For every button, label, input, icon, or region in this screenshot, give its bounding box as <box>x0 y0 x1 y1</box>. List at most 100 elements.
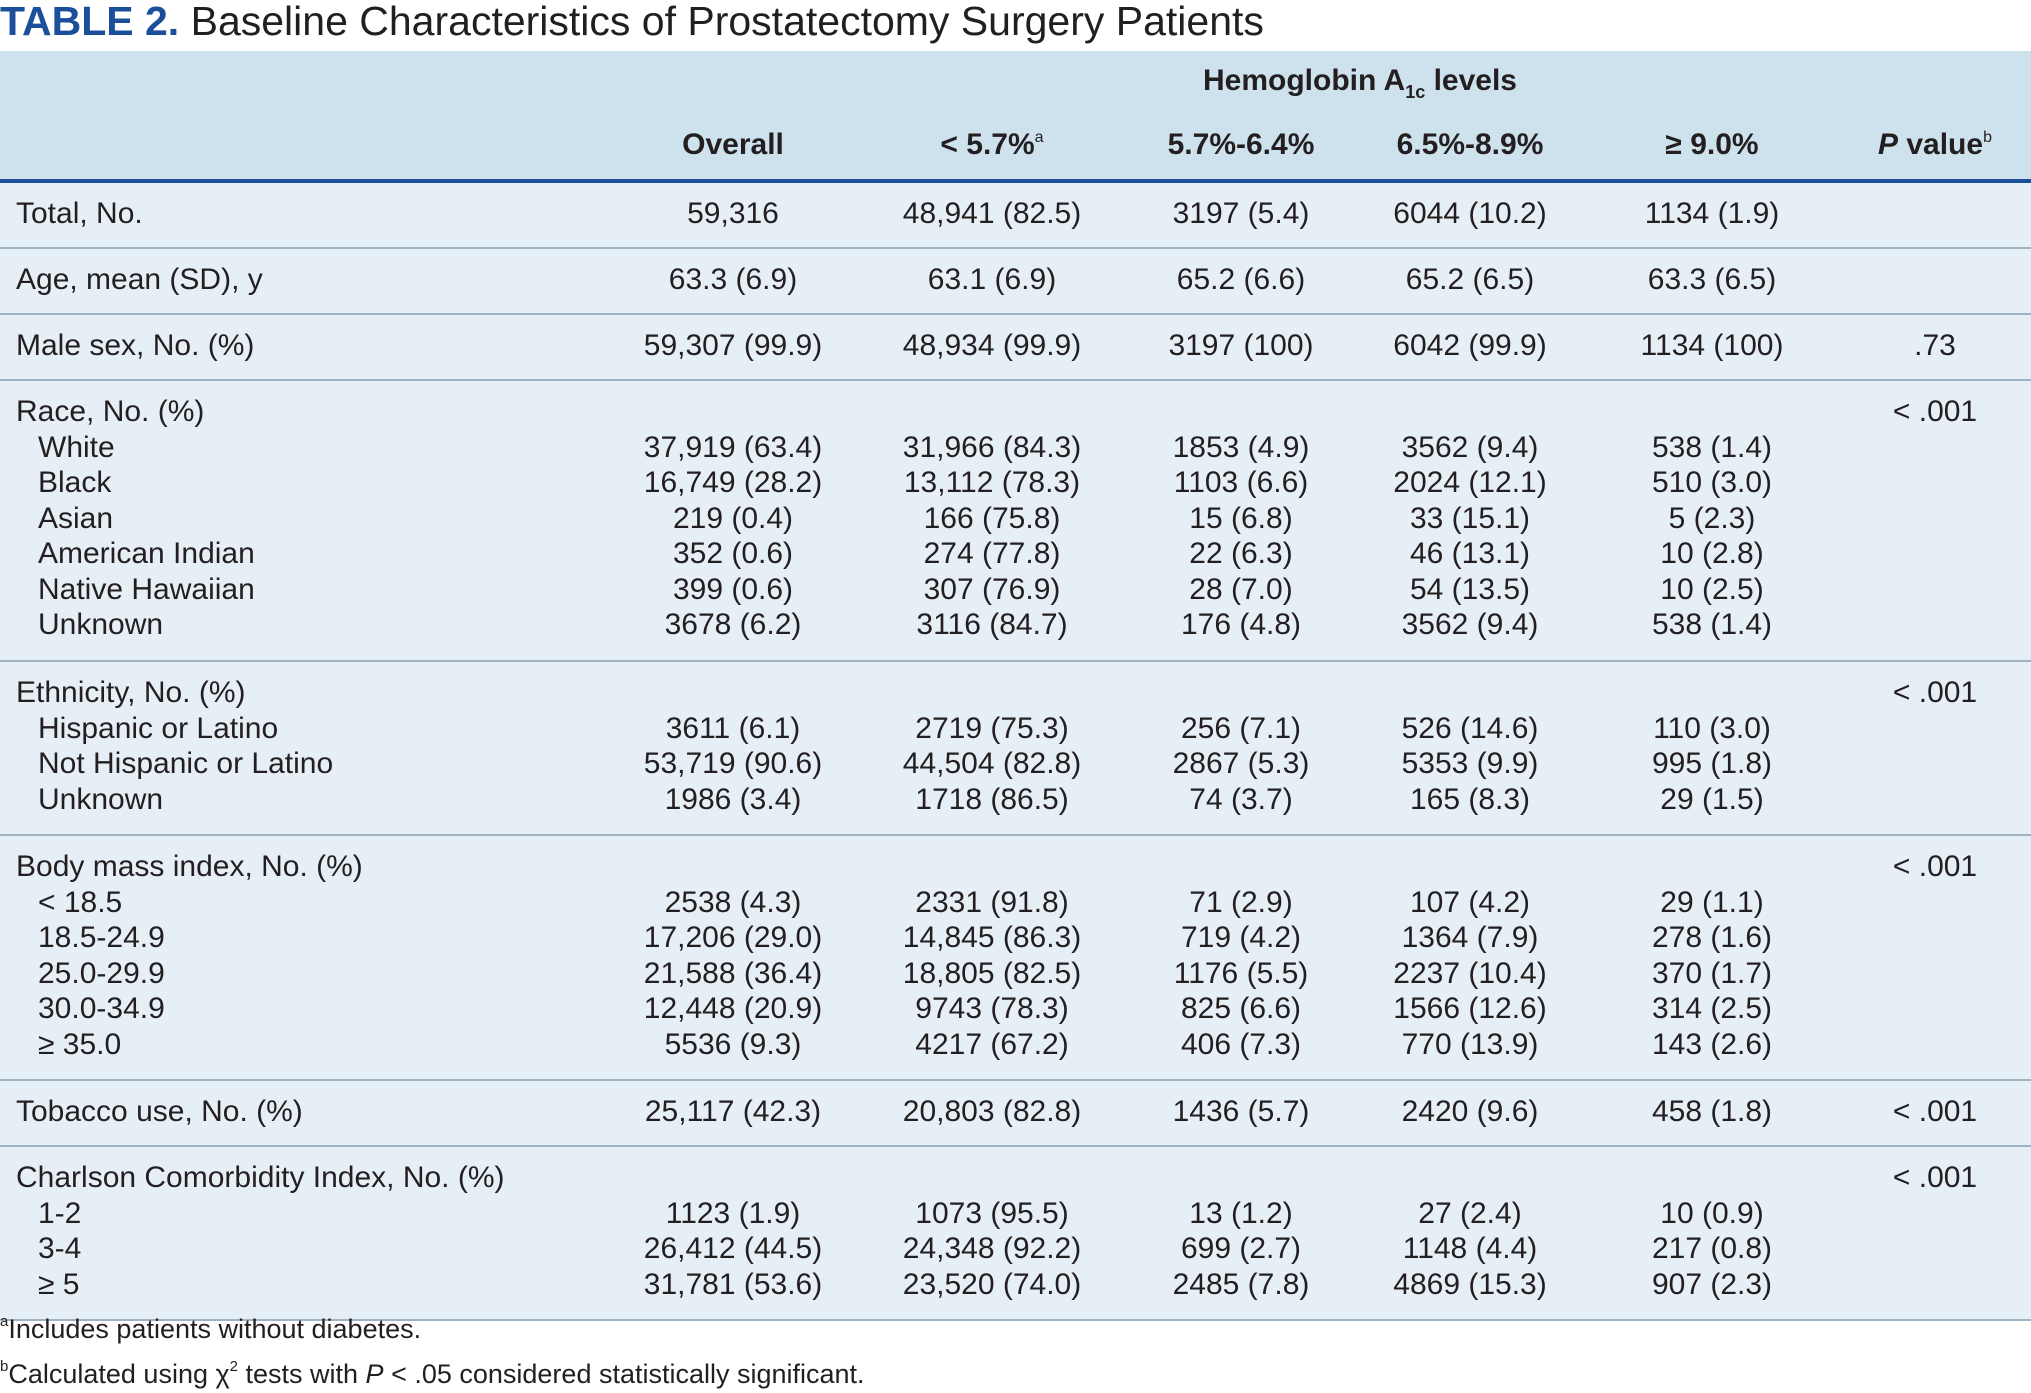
table-cell: 719 (4.2) <box>1180 921 1302 954</box>
table-cell: 538 (1.4) <box>1651 608 1773 641</box>
table-cell: 14,845 (86.3) <box>902 921 1082 954</box>
table-cell: 278 (1.6) <box>1651 921 1773 954</box>
table-row: Male sex, No. (%) 59,307 (99.9) 48,934 (99… <box>0 315 2031 381</box>
table-cell: 31,781 (53.6) <box>643 1267 823 1301</box>
table-cell: 307 (76.9) <box>923 572 1061 606</box>
table-cell: 29 (1.1) <box>1660 885 1764 919</box>
table-cell: 3197 (100) <box>1168 329 1314 362</box>
subrow-label: < 18.5 <box>38 885 123 919</box>
subrow-label: Unknown <box>38 782 164 816</box>
table-cell: 48,941 (82.5) <box>902 197 1082 230</box>
table-cell: 143 (2.6) <box>1651 1027 1773 1061</box>
footnote-b: bCalculated using χ2 tests with P < .05 … <box>0 1358 865 1389</box>
table-cell: 25,117 (42.3) <box>644 1095 822 1128</box>
table-cell: 63.1 (6.9) <box>927 263 1057 296</box>
row-label: Total, No. <box>16 197 143 230</box>
table-cell: 59,307 (99.9) <box>643 329 823 362</box>
table-number: TABLE 2. <box>0 0 180 44</box>
table-cell: 1103 (6.6) <box>1173 466 1309 499</box>
row-group-label: Charlson Comorbidity Index, No. (%) <box>16 1161 505 1194</box>
table-cell: 2485 (7.8) <box>1172 1267 1310 1301</box>
table-cell: 314 (2.5) <box>1651 992 1773 1025</box>
table-cell: .73 <box>1914 329 1956 362</box>
table-cell: 510 (3.0) <box>1651 466 1773 499</box>
table-cell: 63.3 (6.9) <box>668 263 798 296</box>
table-cell: 3611 (6.1) <box>665 711 801 745</box>
table-cell: 16,749 (28.2) <box>643 466 823 499</box>
table-cell: 1364 (7.9) <box>1401 921 1539 954</box>
p-value-cell: < .001 <box>1892 1161 1978 1194</box>
table-cell: 3562 (9.4) <box>1401 430 1539 464</box>
table-cell: 274 (77.8) <box>923 537 1061 570</box>
table-cell: 48,934 (99.9) <box>902 329 1082 362</box>
table-cell: 2867 (5.3) <box>1172 747 1310 780</box>
table-cell: 370 (1.7) <box>1651 956 1773 990</box>
table-cell: 24,348 (92.2) <box>902 1232 1082 1265</box>
table-cell: 10 (2.5) <box>1660 572 1764 606</box>
table-row: Tobacco use, No. (%) 25,117 (42.3) 20,803 … <box>0 1081 2031 1147</box>
table-cell: 2024 (12.1) <box>1393 466 1547 499</box>
table-cell: 399 (0.6) <box>672 572 794 606</box>
table-title: TABLE 2. Baseline Characteristics of Pro… <box>0 0 1264 50</box>
table-cell: 770 (13.9) <box>1401 1027 1539 1061</box>
table-cell: 1148 (4.4) <box>1402 1232 1538 1265</box>
subrow-label: Black <box>38 466 112 499</box>
table-cell: 3678 (6.2) <box>664 608 802 641</box>
table-cell: 2331 (91.8) <box>915 885 1069 919</box>
table-cell: 3562 (9.4) <box>1401 608 1539 641</box>
subrow-label: ≥ 35.0 <box>38 1027 122 1061</box>
table-cell: 1436 (5.7) <box>1172 1095 1310 1128</box>
table-cell: < .001 <box>1892 1095 1978 1128</box>
table-cell: 29 (1.5) <box>1660 782 1764 816</box>
subrow-label: White <box>38 430 115 464</box>
subrow-label: 3-4 <box>38 1232 82 1265</box>
table-cell: 1176 (5.5) <box>1173 956 1309 990</box>
table-cell: 27 (2.4) <box>1418 1196 1522 1230</box>
table-cell: 20,803 (82.8) <box>902 1095 1082 1128</box>
hba1c-group-header: Hemoglobin A1c levels <box>1203 64 1517 102</box>
table-cell: 1123 (1.9) <box>665 1196 801 1230</box>
table-cell: 110 (3.0) <box>1653 711 1771 745</box>
table-cell: 44,504 (82.8) <box>902 747 1082 780</box>
table-cell: 9743 (78.3) <box>915 992 1069 1025</box>
table-cell: 5536 (9.3) <box>664 1027 802 1061</box>
table-cell: 1073 (95.5) <box>915 1196 1069 1230</box>
subrow-label: Hispanic or Latino <box>38 711 279 745</box>
row-label: Age, mean (SD), y <box>16 263 263 296</box>
table-row: Body mass index, No. (%) < .001 < 18.5 2538… <box>0 836 2031 1081</box>
table-cell: 166 (75.8) <box>923 501 1061 535</box>
table-cell: 406 (7.3) <box>1180 1027 1302 1061</box>
table-cell: 907 (2.3) <box>1651 1267 1773 1301</box>
table-cell: 71 (2.9) <box>1189 885 1293 919</box>
table-cell: 37,919 (63.4) <box>643 430 823 464</box>
subrow-label: 25.0-29.9 <box>38 956 165 990</box>
table-cell: 165 (8.3) <box>1409 782 1531 816</box>
subrow-label: 1-2 <box>38 1196 82 1230</box>
column-header-0: Overall <box>682 128 784 161</box>
column-header-2: 5.7%-6.4% <box>1167 128 1315 161</box>
table-cell: 23,520 (74.0) <box>902 1267 1082 1301</box>
table-cell: 10 (2.8) <box>1660 537 1764 570</box>
table-title-text: Baseline Characteristics of Prostatectom… <box>190 0 1264 44</box>
table-cell: 2538 (4.3) <box>664 885 802 919</box>
table-cell: 526 (14.6) <box>1401 711 1539 745</box>
table-cell: 13,112 (78.3) <box>903 466 1081 499</box>
column-header-4: ≥ 9.0% <box>1665 128 1759 161</box>
table-cell: 17,206 (29.0) <box>643 921 823 954</box>
table-cell: 4869 (15.3) <box>1393 1267 1547 1301</box>
table-cell: 1134 (1.9) <box>1644 197 1780 230</box>
row-label: Tobacco use, No. (%) <box>16 1095 303 1128</box>
subrow-label: Native Hawaiian <box>38 572 255 606</box>
column-header-5: P valueb <box>1878 128 1992 161</box>
table-cell: 1853 (4.9) <box>1172 430 1310 464</box>
table-cell: 63.3 (6.5) <box>1647 263 1777 296</box>
subrow-label: ≥ 5 <box>38 1267 80 1301</box>
subrow-label: Asian <box>38 501 114 535</box>
table-row: Charlson Comorbidity Index, No. (%) < .00… <box>0 1147 2031 1321</box>
subrow-label: Not Hispanic or Latino <box>38 747 334 780</box>
table-cell: 22 (6.3) <box>1189 537 1293 570</box>
table-cell: 5353 (9.9) <box>1401 747 1539 780</box>
table-row: Total, No. 59,316 48,941 (82.5) 3197 (5.4) 6… <box>0 183 2031 249</box>
table-cell: 1718 (86.5) <box>915 782 1069 816</box>
table-cell: 3197 (5.4) <box>1172 197 1310 230</box>
